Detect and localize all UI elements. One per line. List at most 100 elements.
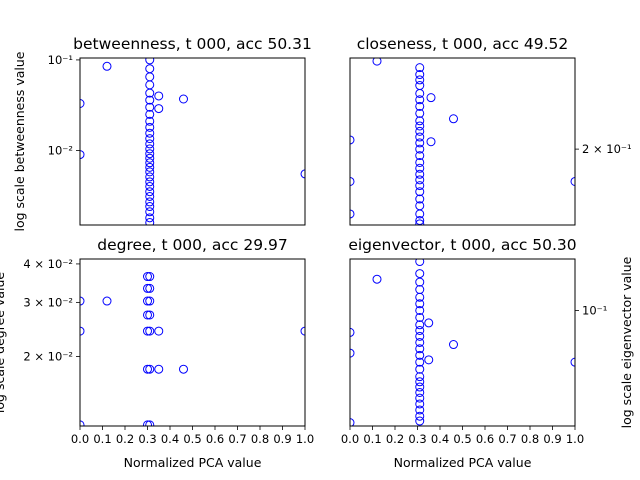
x-tick-label: 1.0 [566,432,584,446]
data-point [415,405,425,415]
data-point [415,209,425,219]
data-point [145,162,155,172]
x-tick-label: 0.5 [453,432,471,446]
data-point [145,58,155,65]
subplot-2: 2 × 10⁻¹ closeness, t 000, acc 49.52 [349,35,632,226]
subplot-3: 0.0 0.1 0.2 0.3 0.4 0.5 0.6 0.7 0.8 0.9 1.0 2 × 10⁻… [0,236,314,470]
data-point [415,75,425,85]
data-point [415,132,425,142]
points-group [80,272,305,426]
x-tick-label: 0.7 [498,432,516,446]
data-point [145,167,155,177]
data-point [145,102,155,112]
data-point [145,144,155,154]
x-tick-label: 0.4 [161,432,179,446]
data-point [415,108,425,118]
data-point [415,126,425,136]
data-point [145,283,155,293]
data-point [415,187,425,197]
x-axis-label: Normalized PCA value [124,455,262,470]
data-point [415,95,425,105]
x-tick-label: 0.3 [138,432,156,446]
data-point [143,420,152,426]
y-tick-label: 2 × 10⁻¹ [582,142,632,156]
data-point [145,296,155,306]
x-tick-label: 0.8 [521,432,539,446]
data-point [145,134,155,144]
data-point [424,318,434,328]
data-point [145,88,155,98]
data-point [350,176,355,186]
data-point [80,420,85,426]
data-point [350,348,355,358]
data-point [415,305,425,315]
points-group [350,259,575,426]
data-point [415,299,425,309]
data-point [145,187,155,197]
data-point [415,144,425,154]
data-point [415,312,425,322]
data-point [145,191,155,201]
x-tick-label: 0.0 [71,432,89,446]
data-point [415,331,425,341]
x-axis-label: Normalized PCA value [394,455,532,470]
data-point [415,169,425,179]
data-point [415,377,425,387]
data-point [415,344,425,354]
y-axis-label: log scale betweenness value [12,51,27,231]
x-tick-label: 0.7 [228,432,246,446]
data-point [179,94,188,104]
data-point [350,209,355,219]
y-tick-label: 10⁻² [48,143,73,157]
points-group [80,58,305,225]
data-point [415,63,425,73]
data-point [145,153,155,163]
data-point [143,296,152,306]
data-point [415,357,425,367]
y-axis-label: log scale eigenvector value [619,256,634,428]
data-point [145,158,155,168]
y-axis-label: log scale degree value [0,272,7,413]
data-point [145,109,155,119]
data-point [415,411,425,421]
data-point [426,93,436,103]
x-tick-label: 0.1 [363,432,381,446]
data-point [80,99,85,108]
data-point [145,172,155,182]
data-point [415,116,425,126]
x-tick-label: 0.3 [408,432,426,446]
data-point [372,274,382,284]
data-point [143,283,152,293]
data-point [449,340,458,350]
y-tick-label: 4 × 10⁻² [23,257,73,271]
data-point [145,181,155,191]
data-point [143,326,152,336]
data-point [102,296,112,306]
data-point [415,350,425,360]
data-point [415,269,425,279]
data-point [145,122,155,132]
x-tick-label: 0.2 [386,432,404,446]
data-point [415,372,425,382]
data-point [372,58,382,66]
x-tick-label: 0.2 [116,432,134,446]
data-point [102,61,112,71]
x-tick-label: 0.9 [543,432,561,446]
data-point [80,296,85,306]
data-point [145,128,155,138]
data-point [145,364,155,374]
data-point [350,418,355,426]
data-point [415,157,425,167]
axes-frame [79,57,306,226]
data-point [415,88,425,98]
data-point [154,91,164,101]
data-point [145,202,155,212]
data-point [143,272,152,282]
data-point [415,259,425,267]
x-tick-label: 0.9 [273,432,291,446]
data-point [145,139,155,149]
data-point [154,364,164,374]
data-point [570,176,575,186]
